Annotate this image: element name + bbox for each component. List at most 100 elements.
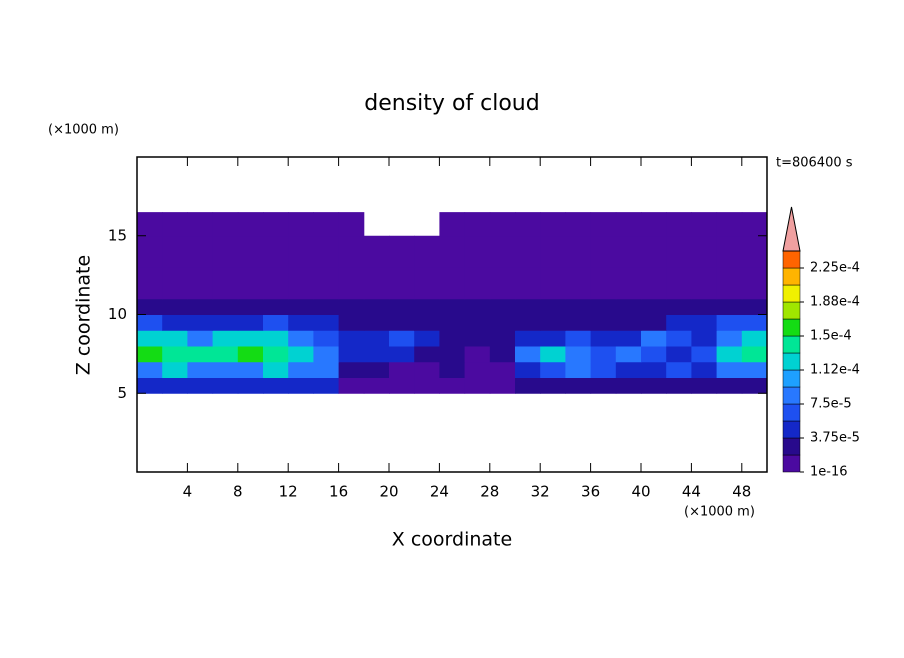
contour-cell [338, 314, 365, 331]
contour-cell [263, 267, 289, 300]
contour-cell [641, 314, 667, 331]
contour-cell [237, 235, 264, 268]
colorbar-label: 1.12e-4 [810, 363, 860, 378]
contour-cell [741, 314, 768, 331]
contour-cell [641, 361, 667, 378]
colorbar-bin [782, 420, 801, 439]
contour-cell [741, 346, 768, 363]
contour-cell [515, 314, 541, 331]
contour-cell [288, 212, 314, 237]
contour-cell [212, 330, 239, 347]
contour-cell [313, 298, 340, 315]
contour-cell [414, 377, 440, 394]
contour-cell [716, 330, 743, 347]
contour-cell [716, 377, 743, 394]
contour-cell [237, 298, 264, 315]
contour-cell [741, 298, 768, 315]
contour-cell [187, 377, 214, 394]
contour-cell [741, 361, 768, 378]
colorbar-bin [782, 403, 801, 422]
contour-cell [641, 212, 667, 237]
contour-cell [288, 346, 314, 363]
contour-cell [590, 235, 617, 268]
colorbar-bin [782, 250, 801, 269]
contour-cell [590, 267, 617, 300]
contour-cell [263, 212, 289, 237]
contour-cell [716, 212, 743, 237]
contour-cell [389, 267, 415, 300]
colorbar-extend [782, 206, 801, 252]
contour-cell [590, 314, 617, 331]
contour-cell [515, 330, 541, 347]
contour-cell [137, 298, 163, 315]
x-tick-label: 32 [531, 483, 550, 501]
contour-cell [137, 267, 163, 300]
contour-cell [162, 212, 188, 237]
contour-cell [212, 377, 239, 394]
contour-cell [137, 235, 163, 268]
contour-cell [691, 361, 718, 378]
contour-cell [187, 314, 214, 331]
contour-cell [641, 267, 667, 300]
contour-cell [641, 377, 667, 394]
contour-cell [414, 346, 440, 363]
contour-cell [162, 267, 188, 300]
x-tick-label: 16 [329, 483, 348, 501]
contour-cell [389, 298, 415, 315]
contour-cell [237, 361, 264, 378]
contour-cell [187, 267, 214, 300]
contour-cell [313, 267, 340, 300]
contour-cell [489, 235, 516, 268]
colorbar-bin [782, 267, 801, 286]
contour-cell [288, 361, 314, 378]
colorbar-bin [782, 369, 801, 388]
contour-cell [540, 377, 566, 394]
contour-cell [741, 330, 768, 347]
contour-cell [389, 346, 415, 363]
contour-cell [212, 361, 239, 378]
contour-cell [741, 267, 768, 300]
contour-cell [389, 361, 415, 378]
contour-cell [741, 377, 768, 394]
contour-cell [615, 361, 642, 378]
contour-cell [313, 235, 340, 268]
contour-cell [741, 235, 768, 268]
contour-cell [162, 361, 188, 378]
contour-cell [313, 346, 340, 363]
contour-cell [288, 377, 314, 394]
contour-cell [363, 361, 390, 378]
time-label: t=806400 s [776, 156, 853, 171]
colorbar-label: 2.25e-4 [810, 261, 860, 276]
contour-cell [338, 298, 365, 315]
contour-cell [666, 298, 692, 315]
contour-cell [162, 346, 188, 363]
contour-cell [666, 346, 692, 363]
contour-cell [540, 235, 566, 268]
x-tick-label: 12 [279, 483, 298, 501]
contour-cell [641, 330, 667, 347]
contour-cell [338, 377, 365, 394]
contour-cell [615, 235, 642, 268]
contour-cell [439, 361, 466, 378]
colorbar-bin [782, 454, 801, 473]
contour-cell [439, 330, 466, 347]
contour-cell [489, 212, 516, 237]
contour-cell [615, 212, 642, 237]
contour-cell [237, 377, 264, 394]
colorbar-bin [782, 284, 801, 303]
contour-cell [464, 314, 491, 331]
contour-cell [489, 298, 516, 315]
contour-cell [288, 298, 314, 315]
colorbar-bin [782, 352, 801, 371]
contour-cell [187, 235, 214, 268]
contour-cell [540, 212, 566, 237]
contour-cell [615, 298, 642, 315]
contour-cell [691, 377, 718, 394]
contour-cell [288, 267, 314, 300]
colorbar-bin [782, 437, 801, 456]
contour-cell [716, 346, 743, 363]
contour-cell [389, 235, 415, 268]
y-axis-label: Z coordinate [73, 255, 95, 375]
contour-cell [489, 346, 516, 363]
